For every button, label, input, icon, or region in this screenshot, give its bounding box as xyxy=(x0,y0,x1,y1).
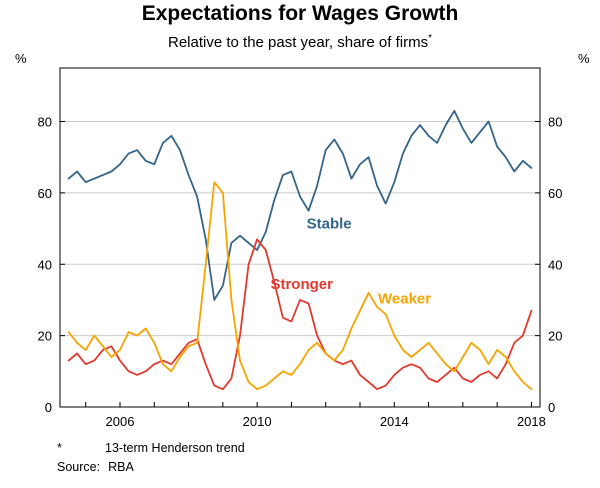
y-axis-label-right: 20 xyxy=(548,329,562,344)
y-axis-label-left: 80 xyxy=(38,115,52,130)
footnote-marker: * xyxy=(57,441,62,455)
series-label-weaker: Weaker xyxy=(378,291,431,308)
chart-subtitle: Relative to the past year, share of firm… xyxy=(0,33,600,51)
x-axis-label: 2018 xyxy=(517,414,546,429)
y-axis-label-right: 60 xyxy=(548,186,562,201)
plot-frame xyxy=(59,67,541,408)
x-axis-label: 2010 xyxy=(243,414,272,429)
source-text: RBA xyxy=(108,460,134,474)
series-line-stable xyxy=(67,109,533,301)
x-axis-label: 2006 xyxy=(106,414,135,429)
source-label: Source: xyxy=(57,460,101,474)
y-axis-label-left: 40 xyxy=(38,257,52,272)
y-axis-unit-left: % xyxy=(15,51,27,66)
footnote-source: Source: RBA xyxy=(57,460,134,474)
y-axis-label-left: 20 xyxy=(38,329,52,344)
y-axis-label-left: 60 xyxy=(38,186,52,201)
chart-subtitle-text: Relative to the past year, share of firm… xyxy=(167,34,429,51)
footnote-text: 13-term Henderson trend xyxy=(105,441,245,455)
y-axis-unit-right: % xyxy=(578,51,590,66)
y-axis-label-left: 0 xyxy=(45,400,52,415)
x-axis-label: 2014 xyxy=(380,414,409,429)
y-axis-label-right: 0 xyxy=(548,400,555,415)
footnote-henderson: * 13-term Henderson trend xyxy=(57,441,245,455)
y-axis-label-right: 40 xyxy=(548,257,562,272)
chart-title: Expectations for Wages Growth xyxy=(141,2,459,25)
series-label-stable: Stable xyxy=(307,216,352,233)
series-line-stronger xyxy=(67,238,533,391)
series-line-weaker xyxy=(67,181,533,391)
subtitle-footnote-marker: * xyxy=(428,33,433,44)
series-label-stronger: Stronger xyxy=(270,276,333,293)
y-axis-label-right: 80 xyxy=(548,115,562,130)
